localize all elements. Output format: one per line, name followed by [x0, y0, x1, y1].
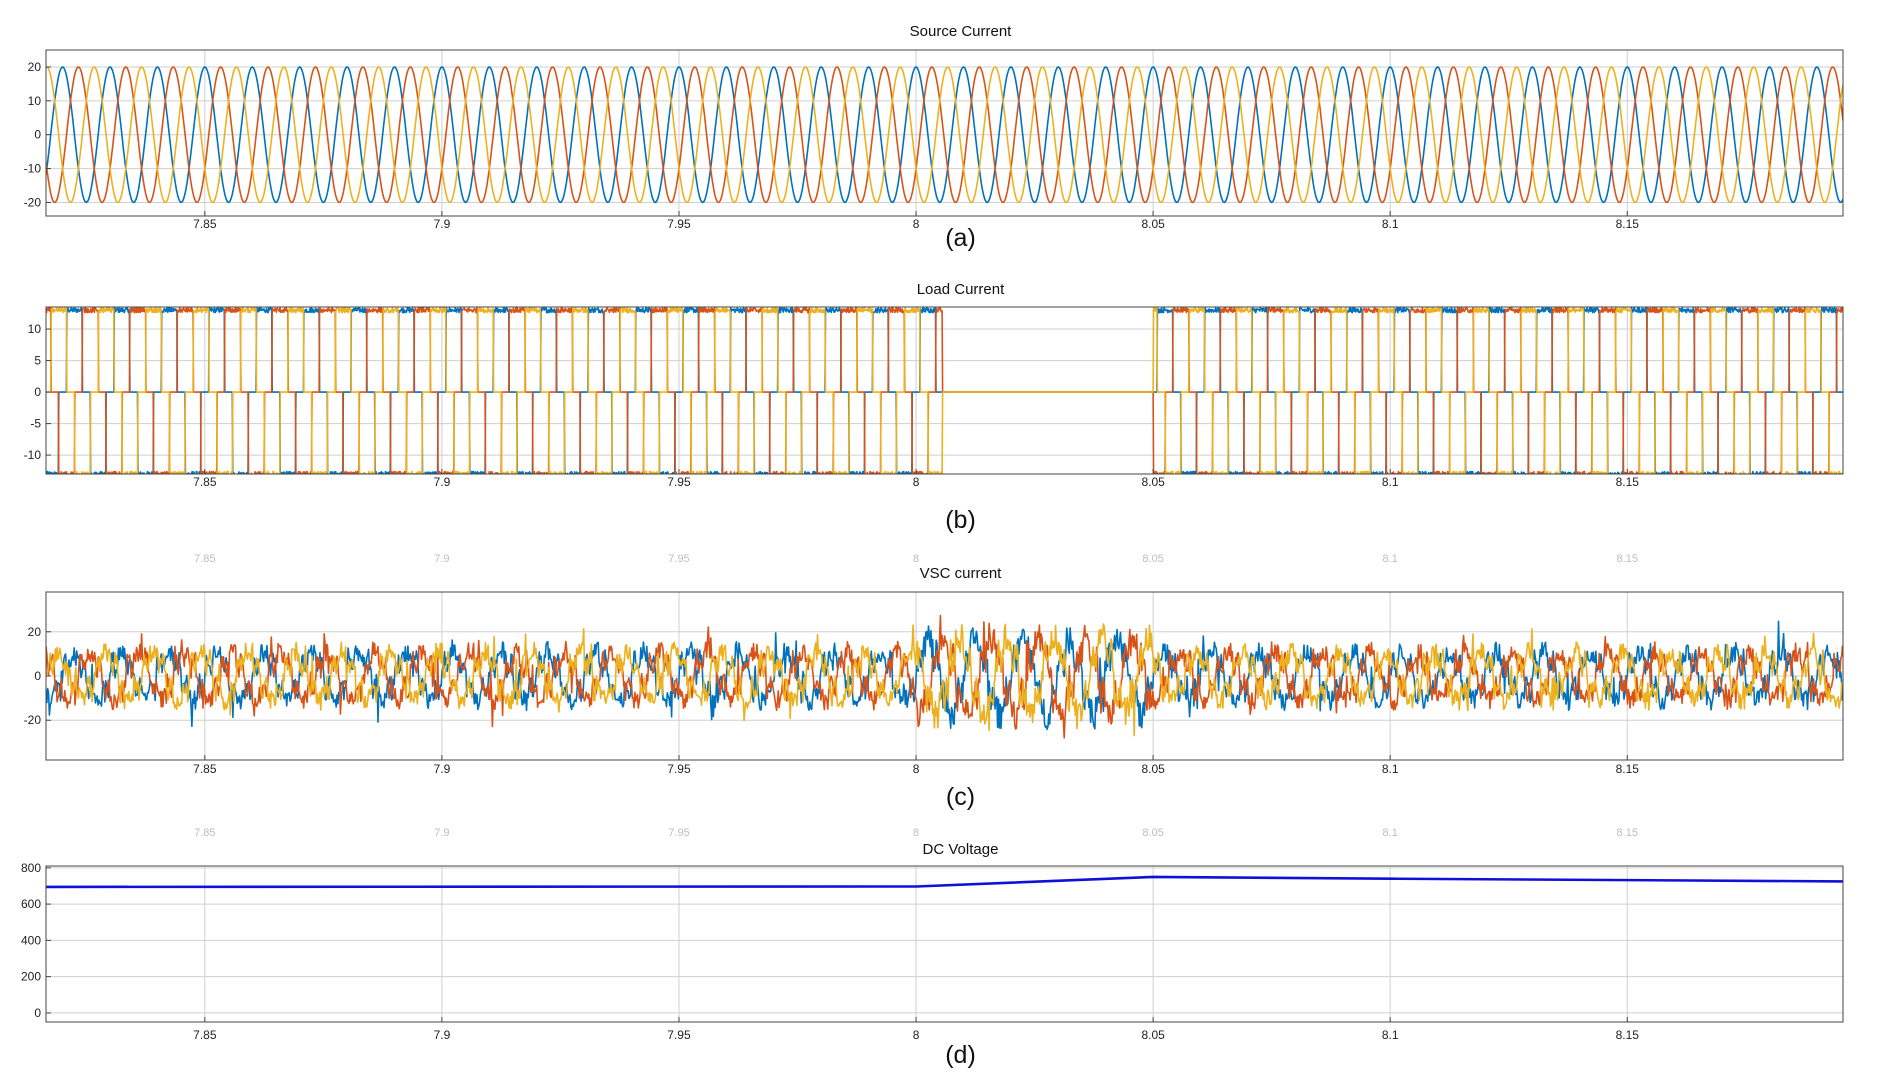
x-tick-label: 7.95 — [667, 475, 691, 489]
series-line-1 — [46, 875, 1843, 889]
series-group — [46, 66, 1843, 204]
x-tick-label-ghost: 8.15 — [1617, 827, 1638, 839]
x-tick-label: 8.15 — [1616, 1028, 1640, 1042]
x-tick-label: 7.95 — [667, 1028, 691, 1042]
panel-title: Load Current — [917, 281, 1005, 298]
y-tick-label: 800 — [21, 861, 41, 875]
x-tick-label-ghost: 7.9 — [434, 553, 449, 565]
y-tick-label: -10 — [24, 448, 42, 462]
y-tick-label: -20 — [24, 713, 42, 727]
x-tick-label-ghost: 7.85 — [194, 827, 215, 839]
x-tick-label: 8.05 — [1141, 762, 1165, 776]
x-tick-label: 7.95 — [667, 762, 691, 776]
y-tick-label: 0 — [34, 669, 41, 683]
panel-title: Source Current — [910, 23, 1013, 40]
x-tick-label-ghost: 7.95 — [668, 553, 689, 565]
series-line-1 — [46, 620, 1843, 731]
x-tick-label: 8 — [913, 217, 920, 231]
y-tick-label: 200 — [21, 970, 41, 984]
panel-caption: (c) — [946, 783, 975, 811]
x-tick-label-ghost: 8 — [913, 827, 919, 839]
x-tick-label: 7.9 — [434, 217, 451, 231]
series-line-2 — [46, 66, 1843, 204]
plot-area — [46, 866, 1843, 1022]
panel-caption: (a) — [945, 224, 976, 252]
x-tick-label: 8 — [913, 762, 920, 776]
panel-vsc-current: -20 0 20 7.85 7.9 7.95 8 8.05 8.1 8.15 7.85 7.9 7.95… — [24, 565, 1844, 839]
series-line-1 — [46, 66, 1843, 204]
x-tick-label: 7.85 — [193, 475, 217, 489]
x-tick-label: 8.1 — [1382, 475, 1399, 489]
axes-box — [45, 49, 1844, 217]
x-tick-label: 7.9 — [434, 475, 451, 489]
y-tick-label: 0 — [34, 1006, 41, 1020]
y-tick-label: 10 — [28, 94, 42, 108]
x-tick-label-ghost: 8 — [913, 553, 919, 565]
series-line-3 — [46, 66, 1843, 204]
y-tick-label: 0 — [34, 385, 41, 399]
x-tick-label: 8.1 — [1382, 762, 1399, 776]
y-tick-label: -20 — [24, 195, 42, 209]
y-tick-label: -10 — [24, 162, 42, 176]
panel-dc-voltage: 0 200 400 600 800 7.85 7.9 7.95 8 8.05 8.1 8.15 DC V… — [21, 841, 1844, 1069]
y-tick-label: 10 — [28, 322, 42, 336]
x-tick-label: 7.85 — [193, 217, 217, 231]
panel-caption: (d) — [945, 1041, 976, 1069]
y-tick-label: 20 — [28, 60, 42, 74]
x-tick-label: 7.85 — [193, 1028, 217, 1042]
x-tick-label-ghost: 8.05 — [1142, 553, 1163, 565]
x-tick-label: 7.9 — [434, 1028, 451, 1042]
x-tick-label: 7.85 — [193, 762, 217, 776]
x-tick-label: 8.15 — [1616, 217, 1640, 231]
x-tick-label: 8.1 — [1382, 217, 1399, 231]
series-line-3 — [46, 623, 1843, 737]
x-tick-label: 8 — [913, 1028, 920, 1042]
x-tick-label: 7.9 — [434, 762, 451, 776]
series-group — [46, 875, 1843, 889]
x-tick-label: 8.05 — [1141, 475, 1165, 489]
x-tick-label-ghost: 8.1 — [1383, 553, 1398, 565]
x-tick-label: 8.15 — [1616, 762, 1640, 776]
axes-box — [45, 306, 1844, 475]
x-tick-label-ghost: 7.85 — [194, 553, 215, 565]
x-tick-label: 8.05 — [1141, 1028, 1165, 1042]
x-tick-label: 8.05 — [1141, 217, 1165, 231]
panel-title: DC Voltage — [923, 841, 999, 858]
y-tick-label: 600 — [21, 897, 41, 911]
x-tick-label-ghost: 7.9 — [434, 827, 449, 839]
panel-source-current: -20 -10 0 10 20 7.85 7.9 7.95 8 8.05 8.1 8.15 Source… — [24, 23, 1844, 252]
panel-title: VSC current — [920, 565, 1003, 582]
axes-box — [45, 865, 1844, 1023]
x-tick-label-ghost: 8.15 — [1617, 553, 1638, 565]
x-tick-label: 7.95 — [667, 217, 691, 231]
y-tick-label: 400 — [21, 933, 41, 947]
x-tick-label: 8.15 — [1616, 475, 1640, 489]
panel-load-current: -10 -5 0 5 10 7.85 7.9 7.95 8 8.05 8.1 8.15 7.85 7.9 7… — [24, 281, 1844, 565]
series-group — [46, 307, 1843, 474]
y-tick-label: 20 — [28, 625, 42, 639]
x-tick-label: 8 — [913, 475, 920, 489]
y-tick-label: 0 — [34, 128, 41, 142]
x-tick-label: 8.1 — [1382, 1028, 1399, 1042]
x-tick-label-ghost: 8.1 — [1383, 827, 1398, 839]
series-line-2 — [46, 614, 1843, 739]
series-group — [46, 614, 1843, 739]
x-tick-label-ghost: 7.95 — [668, 827, 689, 839]
plot-area — [46, 307, 1843, 474]
x-tick-label-ghost: 8.05 — [1142, 827, 1163, 839]
y-tick-label: 5 — [34, 354, 41, 368]
panel-caption: (b) — [945, 506, 976, 534]
series-line-3 — [46, 307, 1843, 474]
y-tick-label: -5 — [30, 417, 41, 431]
